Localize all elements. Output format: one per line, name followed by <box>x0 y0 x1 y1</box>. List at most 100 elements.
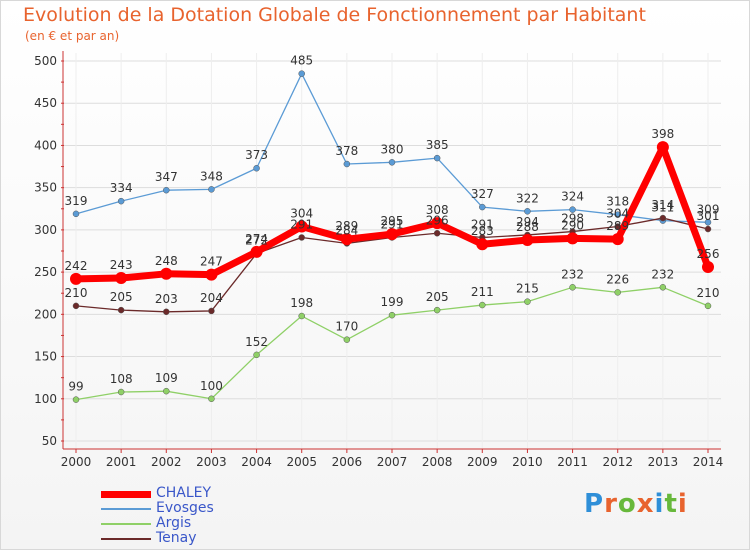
data-point <box>298 70 305 77</box>
x-tick-label: 2009 <box>467 455 498 469</box>
data-label: 232 <box>561 267 584 281</box>
data-label: 398 <box>651 127 674 141</box>
logo-letter: r <box>604 489 618 519</box>
data-label: 198 <box>290 296 313 310</box>
data-point <box>656 141 669 154</box>
data-point <box>117 388 125 396</box>
data-label: 199 <box>381 295 404 309</box>
x-tick-label: 2001 <box>106 455 137 469</box>
legend-swatch <box>101 538 151 540</box>
data-label: 284 <box>335 223 358 237</box>
data-point <box>566 232 579 245</box>
data-label: 290 <box>561 218 584 232</box>
data-point <box>208 307 215 315</box>
y-tick-label: 400 <box>34 138 57 152</box>
data-label: 294 <box>516 215 539 229</box>
data-point <box>205 268 218 281</box>
data-label: 289 <box>335 219 358 233</box>
x-tick-label: 2010 <box>512 455 543 469</box>
data-point <box>569 284 576 291</box>
data-point <box>524 298 531 305</box>
data-point <box>479 203 486 211</box>
x-tick-label: 2007 <box>377 455 408 469</box>
logo-letter: P <box>584 489 605 519</box>
data-point <box>704 302 712 310</box>
data-point <box>704 219 712 226</box>
logo-letter: i <box>677 489 688 519</box>
data-label: 210 <box>697 286 720 300</box>
legend-swatch <box>101 523 151 525</box>
y-tick-label: 300 <box>34 223 57 237</box>
data-point <box>253 164 260 172</box>
data-point <box>386 228 398 241</box>
data-label: 291 <box>381 217 404 231</box>
data-point <box>433 230 441 237</box>
data-label: 232 <box>651 267 674 281</box>
data-point <box>208 186 215 193</box>
data-label: 205 <box>426 290 449 304</box>
y-tick-label: 150 <box>34 350 57 364</box>
data-label: 215 <box>516 282 539 296</box>
legend-swatch <box>101 490 151 498</box>
data-point <box>433 306 441 314</box>
x-tick-label: 2014 <box>693 455 724 469</box>
data-label: 298 <box>561 212 584 226</box>
y-tick-label: 100 <box>34 392 57 406</box>
data-point <box>569 206 576 213</box>
y-tick-label: 500 <box>34 54 57 68</box>
data-point <box>163 186 170 194</box>
x-tick-label: 2006 <box>332 455 363 469</box>
x-tick-label: 2002 <box>151 455 182 469</box>
data-label: 243 <box>110 258 133 272</box>
data-label: 380 <box>381 142 404 156</box>
data-label: 205 <box>110 290 133 304</box>
data-point <box>702 261 714 274</box>
data-label: 289 <box>606 219 629 233</box>
data-point <box>163 387 170 395</box>
data-point <box>524 208 531 215</box>
data-label: 296 <box>426 213 449 227</box>
data-label: 99 <box>68 380 83 394</box>
x-tick-label: 2008 <box>422 455 453 469</box>
data-point <box>476 238 489 251</box>
y-tick-label: 450 <box>34 96 57 110</box>
data-point <box>521 234 534 247</box>
data-label: 378 <box>335 144 358 158</box>
data-point <box>117 306 125 314</box>
data-point <box>614 289 621 296</box>
data-label: 152 <box>245 335 268 349</box>
legend-label: Argis <box>156 515 192 531</box>
data-label: 347 <box>155 170 178 184</box>
legend-label: Evosges <box>156 500 214 516</box>
data-point <box>208 395 215 403</box>
data-point <box>70 272 82 285</box>
legend-swatch <box>101 508 151 510</box>
data-label: 272 <box>245 234 268 248</box>
data-label: 311 <box>651 201 674 215</box>
data-label: 373 <box>245 148 268 162</box>
data-point <box>295 220 308 233</box>
logo-letter: x <box>636 489 655 519</box>
data-point <box>388 311 396 319</box>
data-point <box>160 267 173 280</box>
data-point <box>388 159 396 166</box>
proxiti-logo: Proxiti <box>584 489 688 519</box>
data-label: 256 <box>697 247 720 261</box>
data-label: 109 <box>155 371 178 385</box>
data-label: 301 <box>697 209 720 223</box>
data-label: 324 <box>561 190 584 204</box>
data-point <box>433 154 441 162</box>
data-point <box>340 233 353 246</box>
y-tick-label: 50 <box>42 434 57 448</box>
data-point <box>115 272 128 285</box>
logo-letter: t <box>664 489 678 519</box>
data-label: 210 <box>65 286 88 300</box>
logo-letter: i <box>654 489 665 519</box>
data-point <box>614 211 621 218</box>
data-label: 283 <box>471 224 494 238</box>
data-label: 242 <box>65 259 88 273</box>
data-label: 318 <box>606 195 629 209</box>
data-label: 226 <box>606 272 629 286</box>
data-point <box>117 197 125 205</box>
data-label: 203 <box>155 292 178 306</box>
